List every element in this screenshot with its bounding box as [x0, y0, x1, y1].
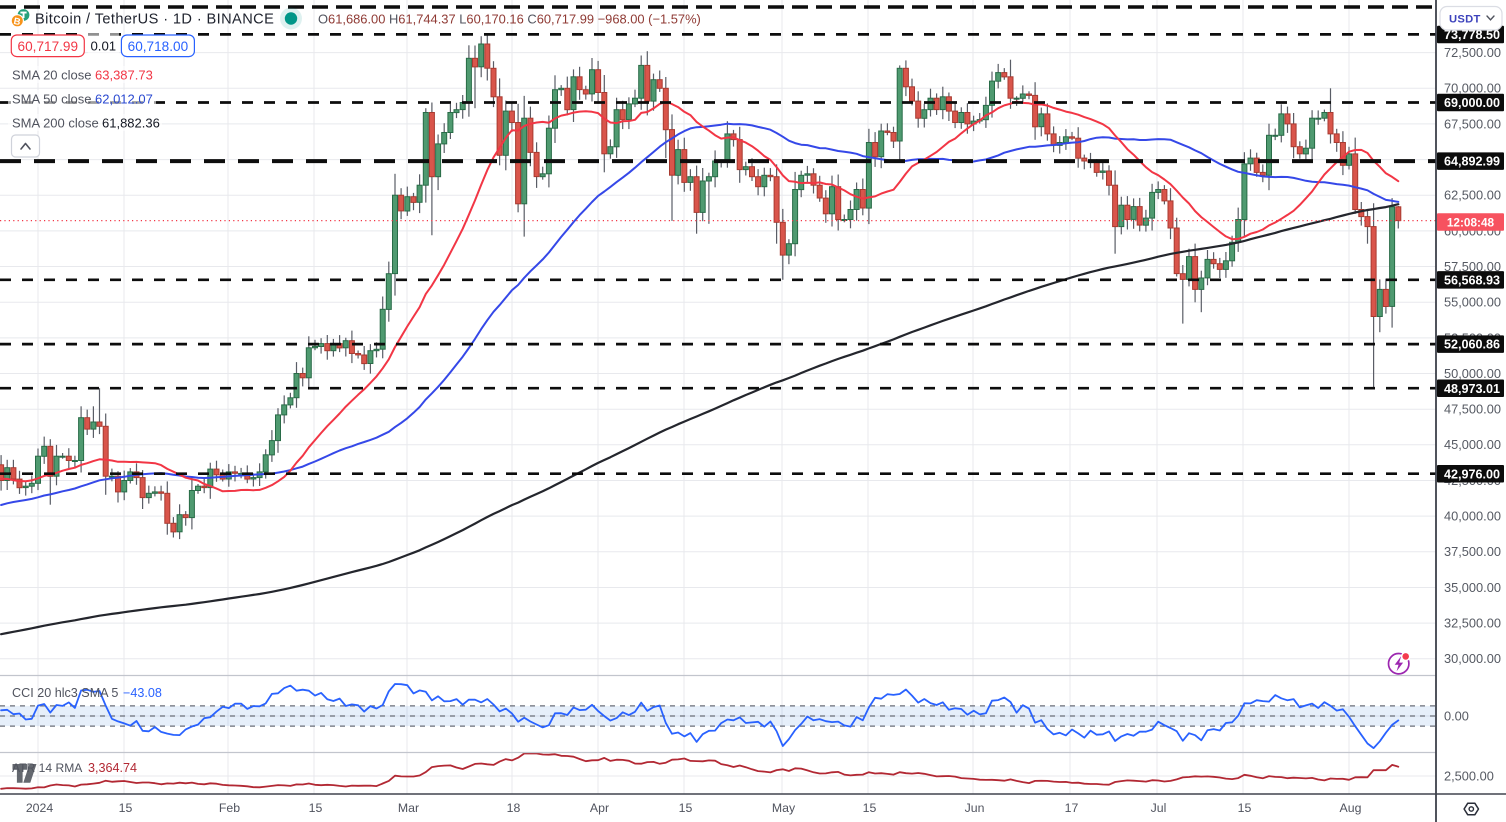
- svg-text:USDT: USDT: [1449, 13, 1481, 25]
- svg-text:2024: 2024: [26, 801, 54, 815]
- svg-text:SMA 20 close: SMA 20 close: [12, 68, 92, 83]
- svg-text:17: 17: [1065, 801, 1079, 815]
- svg-text:15: 15: [863, 801, 877, 815]
- svg-text:Apr: Apr: [590, 801, 609, 815]
- svg-text:ATR 14 RMA: ATR 14 RMA: [12, 761, 83, 775]
- svg-text:15: 15: [309, 801, 323, 815]
- svg-text:40,000.00: 40,000.00: [1444, 509, 1501, 524]
- svg-text:SMA 200 close: SMA 200 close: [12, 116, 99, 131]
- svg-text:B: B: [13, 16, 22, 28]
- svg-text:72,500.00: 72,500.00: [1444, 45, 1501, 60]
- svg-text:18: 18: [507, 801, 521, 815]
- svg-text:47,500.00: 47,500.00: [1444, 402, 1501, 417]
- svg-text:Aug: Aug: [1340, 801, 1362, 815]
- svg-text:Mar: Mar: [398, 801, 419, 815]
- svg-text:60,718.00: 60,718.00: [128, 39, 189, 54]
- svg-text:73,778.50: 73,778.50: [1444, 28, 1500, 42]
- svg-text:70,000.00: 70,000.00: [1444, 81, 1501, 96]
- svg-text:57,500.00: 57,500.00: [1444, 259, 1501, 274]
- svg-text:37,500.00: 37,500.00: [1444, 544, 1501, 559]
- svg-text:30,000.00: 30,000.00: [1444, 651, 1501, 666]
- svg-text:Jun: Jun: [965, 801, 985, 815]
- svg-text:32,500.00: 32,500.00: [1444, 616, 1501, 631]
- svg-text:45,000.00: 45,000.00: [1444, 437, 1501, 452]
- svg-text:0.00: 0.00: [1444, 708, 1469, 723]
- svg-text:61,882.36: 61,882.36: [102, 116, 160, 131]
- svg-text:67,500.00: 67,500.00: [1444, 116, 1501, 131]
- svg-text:48,973.01: 48,973.01: [1444, 382, 1500, 396]
- svg-text:69,000.00: 69,000.00: [1444, 96, 1500, 110]
- svg-text:SMA 50 close: SMA 50 close: [12, 92, 92, 107]
- svg-text:62,012.07: 62,012.07: [95, 92, 153, 107]
- svg-text:35,000.00: 35,000.00: [1444, 580, 1501, 595]
- svg-text:64,892.99: 64,892.99: [1444, 155, 1500, 169]
- svg-text:CCI 20 hlc3 SMA 5: CCI 20 hlc3 SMA 5: [12, 686, 118, 700]
- svg-text:60,717.99: 60,717.99: [18, 39, 78, 54]
- svg-text:15: 15: [1238, 801, 1252, 815]
- svg-text:3,364.74: 3,364.74: [88, 761, 137, 775]
- svg-text:55,000.00: 55,000.00: [1444, 295, 1501, 310]
- svg-text:Feb: Feb: [219, 801, 240, 815]
- svg-text:12:08:48: 12:08:48: [1447, 216, 1495, 230]
- svg-text:Bitcoin / TetherUS · 1D · BINA: Bitcoin / TetherUS · 1D · BINANCE: [35, 12, 274, 28]
- svg-text:0.01: 0.01: [90, 39, 116, 54]
- svg-text:42,976.00: 42,976.00: [1444, 467, 1500, 481]
- svg-text:15: 15: [679, 801, 693, 815]
- svg-text:O61,686.00 H61,744.37 L60,170.: O61,686.00 H61,744.37 L60,170.16 C60,717…: [318, 11, 701, 26]
- svg-text:63,387.73: 63,387.73: [95, 68, 153, 83]
- svg-text:50,000.00: 50,000.00: [1444, 366, 1501, 381]
- svg-text:62,500.00: 62,500.00: [1444, 188, 1501, 203]
- svg-text:56,568.93: 56,568.93: [1444, 273, 1500, 287]
- svg-text:52,060.86: 52,060.86: [1444, 338, 1500, 352]
- svg-text:May: May: [772, 801, 796, 815]
- svg-text:−43.08: −43.08: [123, 686, 162, 700]
- svg-text:15: 15: [119, 801, 133, 815]
- svg-text:2,500.00: 2,500.00: [1444, 768, 1494, 783]
- svg-text:Jul: Jul: [1151, 801, 1167, 815]
